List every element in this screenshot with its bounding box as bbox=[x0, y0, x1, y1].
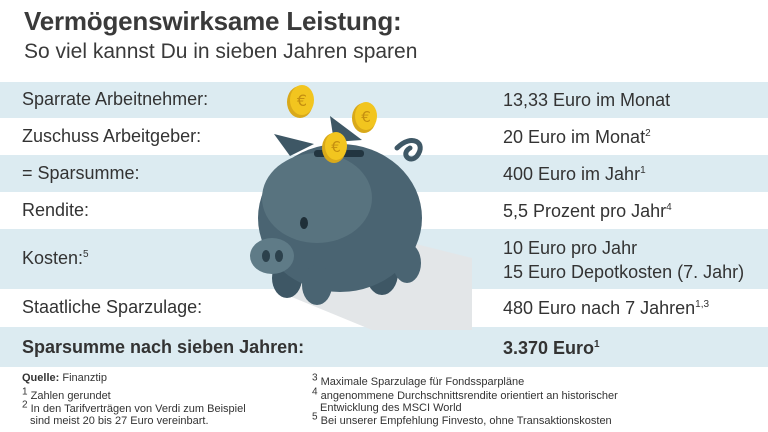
footnote-2: 2 In den Tarifverträgen von Verdi zum Be… bbox=[22, 399, 246, 415]
pig-nostril bbox=[275, 250, 283, 262]
row-kosten-value-2: 15 Euro Depotkosten (7. Jahr) bbox=[503, 262, 745, 282]
svg-text:€: € bbox=[361, 108, 371, 126]
pig-ear bbox=[274, 134, 314, 156]
pig-leg bbox=[393, 243, 421, 283]
pig-eye bbox=[300, 217, 308, 229]
row-zuschuss-value: 20 Euro im Monat2 bbox=[503, 127, 651, 147]
footnote-1: 1 Zahlen gerundet bbox=[22, 386, 111, 402]
footnote-2-cont: sind meist 20 bis 27 Euro vereinbart. bbox=[30, 415, 209, 427]
footnote-ref: 5 bbox=[83, 249, 89, 260]
pig-nostril bbox=[262, 250, 270, 262]
row-total-label: Sparsumme nach sieben Jahren: bbox=[22, 337, 305, 357]
coin-icon: € bbox=[322, 132, 347, 163]
row-rendite-value: 5,5 Prozent pro Jahr4 bbox=[503, 201, 672, 221]
footnote-4-cont: Entwicklung des MSCI World bbox=[320, 402, 462, 414]
row-rendite: Rendite: 5,5 Prozent pro Jahr4 bbox=[0, 192, 768, 229]
pig-body-highlight bbox=[262, 153, 372, 243]
coin-icon: € bbox=[287, 85, 314, 118]
footnote-5: 5 Bei unserer Empfehlung Finvesto, ohne … bbox=[312, 411, 612, 427]
pig-snout bbox=[250, 238, 294, 274]
row-total-value: 3.370 Euro1 bbox=[503, 338, 600, 358]
pig-tail bbox=[394, 138, 423, 162]
row-sparrate-label: Sparrate Arbeitnehmer: bbox=[22, 89, 209, 109]
svg-text:€: € bbox=[297, 91, 307, 110]
row-rendite-label: Rendite: bbox=[22, 200, 90, 220]
row-kosten-label: Kosten:5 bbox=[22, 248, 89, 268]
row-sparzulage: Staatliche Sparzulage: 480 Euro nach 7 J… bbox=[0, 289, 768, 327]
footnote-ref: 1 bbox=[640, 165, 646, 176]
page-title: Vermögenswirksame Leistung: bbox=[24, 6, 402, 36]
row-sparrate-value: 13,33 Euro im Monat bbox=[503, 90, 671, 110]
footnote-ref: 1,3 bbox=[695, 299, 710, 310]
row-zuschuss: Zuschuss Arbeitgeber: 20 Euro im Monat2 bbox=[0, 118, 768, 155]
row-sparsumme-label: = Sparsumme: bbox=[22, 163, 140, 183]
page-subtitle: So viel kannst Du in sieben Jahren spare… bbox=[24, 40, 418, 63]
coin-icon: € bbox=[352, 102, 377, 133]
svg-text:€: € bbox=[331, 138, 341, 156]
pig-leg bbox=[302, 265, 332, 305]
source-line: Quelle: Finanztip bbox=[22, 372, 107, 384]
piggy-bank-illustration: € € € bbox=[250, 85, 472, 330]
row-kosten-value-1: 10 Euro pro Jahr bbox=[503, 238, 638, 258]
row-sparsumme-value: 400 Euro im Jahr1 bbox=[503, 164, 646, 184]
row-sparzulage-label: Staatliche Sparzulage: bbox=[22, 297, 203, 317]
footnote-4: 4 angenommene Durchschnittsrendite orien… bbox=[312, 386, 618, 402]
footnote-ref: 1 bbox=[594, 339, 600, 350]
row-sparzulage-value: 480 Euro nach 7 Jahren1,3 bbox=[503, 298, 710, 318]
row-zuschuss-label: Zuschuss Arbeitgeber: bbox=[22, 126, 202, 146]
footnote-ref: 4 bbox=[666, 202, 672, 213]
footnote-ref: 2 bbox=[645, 128, 651, 139]
footnote-3: 3 Maximale Sparzulage für Fondssparpläne bbox=[312, 372, 525, 388]
row-total: Sparsumme nach sieben Jahren: 3.370 Euro… bbox=[0, 327, 768, 367]
row-sparrate: Sparrate Arbeitnehmer: 13,33 Euro im Mon… bbox=[0, 82, 768, 118]
